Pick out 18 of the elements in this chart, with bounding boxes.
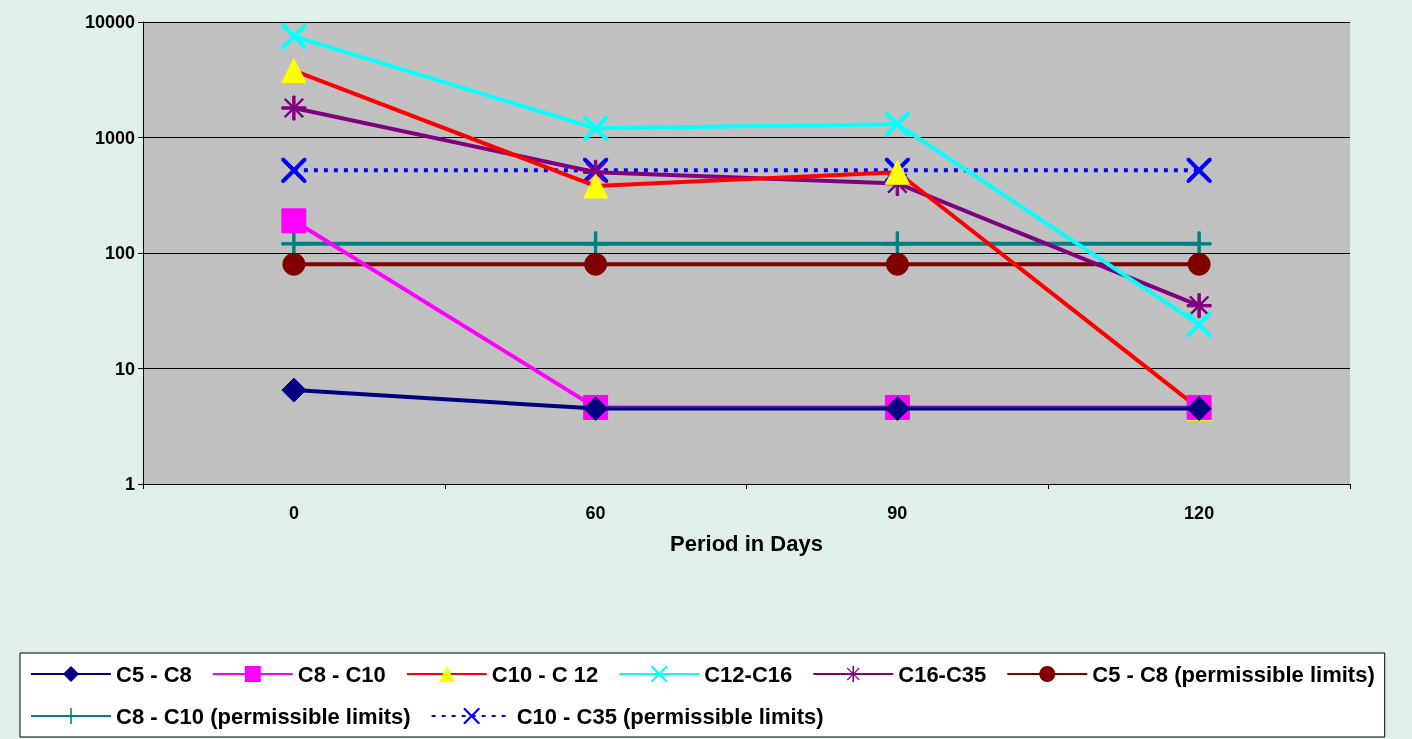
y-tick-label: 1: [124, 474, 135, 494]
legend-label: C12-C16: [704, 661, 793, 687]
legend-label: C16-C35: [898, 661, 987, 687]
x-tick-label: 120: [1184, 503, 1215, 523]
y-tick-label: 10: [114, 358, 135, 379]
y-tick-label: 100: [104, 243, 135, 263]
legend-label: C10 - C35 (permissible limits): [516, 703, 824, 729]
x-tick-label: 0: [288, 503, 299, 523]
x-tick-label: 90: [887, 503, 908, 523]
x-axis-title: Period in Days: [670, 530, 823, 556]
x-tick-label: 60: [585, 503, 606, 523]
legend-label: C8 - C10: [297, 661, 386, 687]
y-tick-label: 10000: [84, 12, 135, 32]
legend-label: C8 - C10 (permissible limits): [116, 703, 411, 729]
y-tick-label: 1000: [94, 127, 135, 148]
legend-label: C5 - C8: [116, 661, 192, 687]
legend-label: C5 - C8 (permissible limits): [1092, 661, 1375, 687]
legend-label: C10 - C 12: [491, 661, 599, 687]
